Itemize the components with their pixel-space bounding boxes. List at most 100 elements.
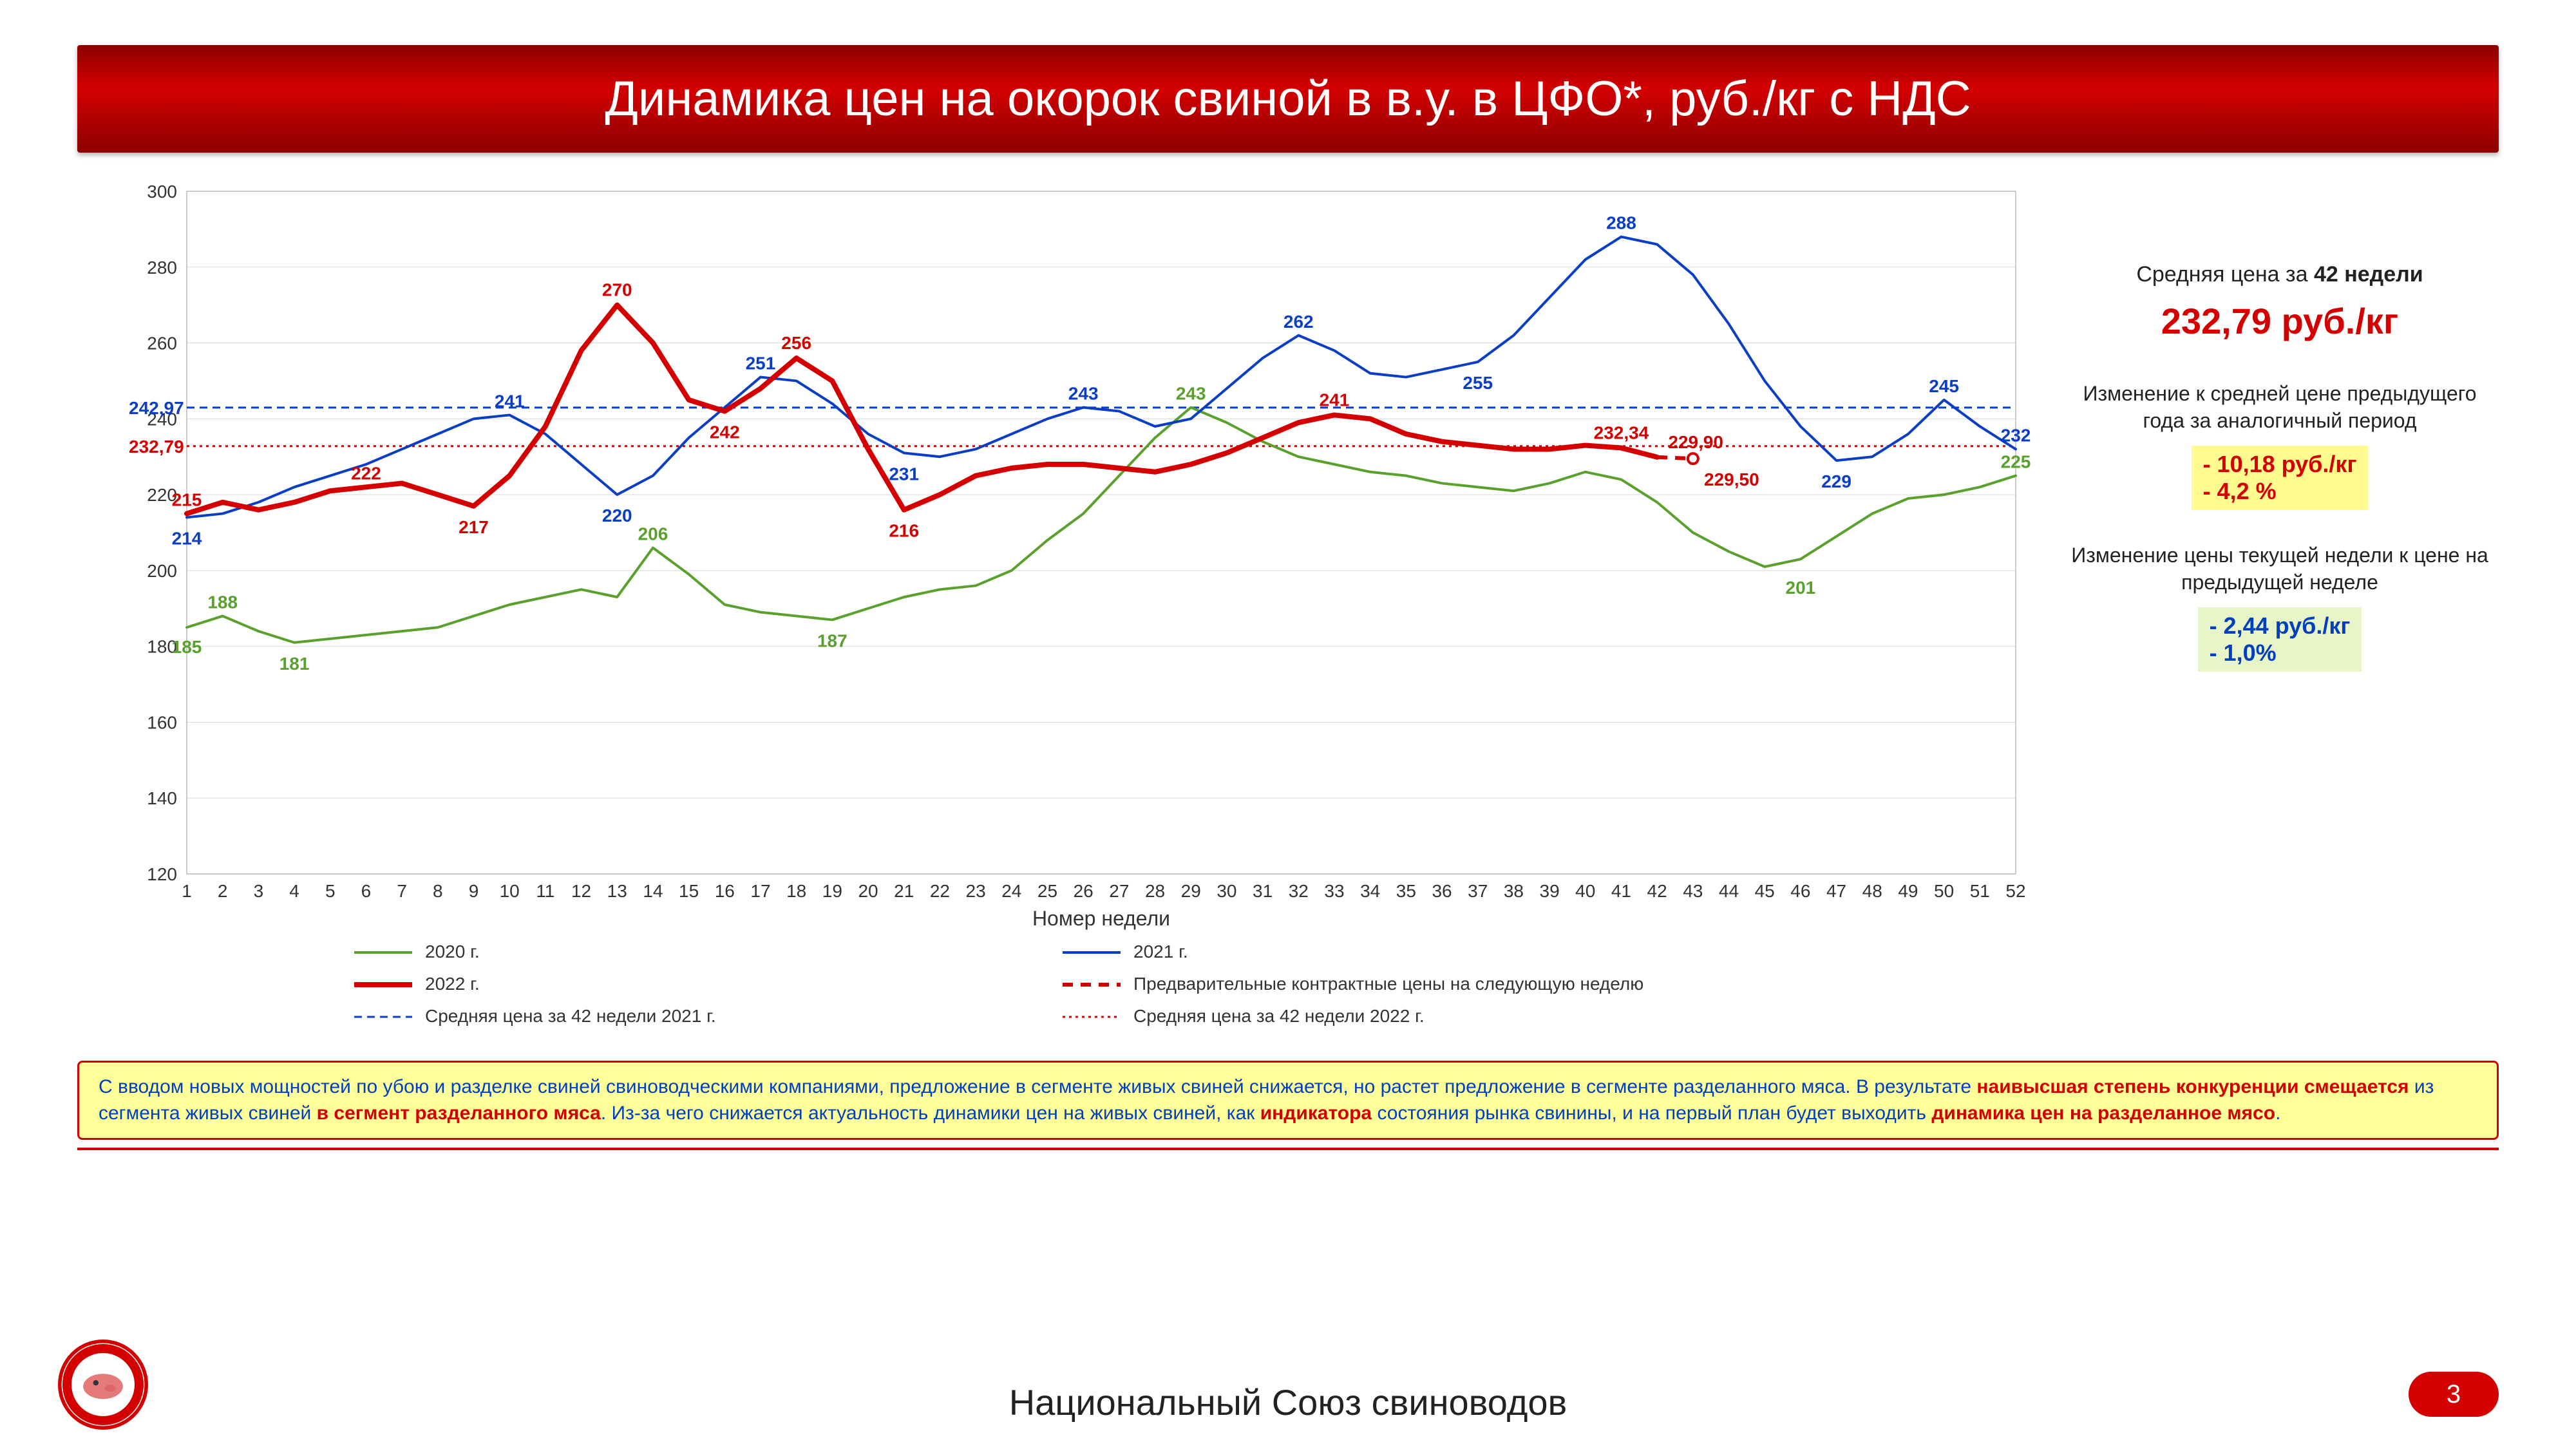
svg-text:18: 18: [786, 881, 806, 901]
svg-text:243: 243: [1068, 384, 1099, 404]
svg-text:40: 40: [1575, 881, 1595, 901]
slide-title: Динамика цен на окорок свиной в в.у. в Ц…: [77, 45, 2499, 153]
svg-text:206: 206: [638, 524, 668, 544]
svg-text:120: 120: [147, 864, 177, 884]
svg-text:10: 10: [500, 881, 520, 901]
svg-text:288: 288: [1606, 213, 1636, 233]
svg-text:26: 26: [1074, 881, 1094, 901]
svg-text:23: 23: [966, 881, 986, 901]
svg-text:34: 34: [1360, 881, 1380, 901]
svg-text:187: 187: [817, 630, 848, 650]
svg-text:300: 300: [147, 182, 177, 202]
avg-label-prefix: Средняя цена за: [2136, 262, 2314, 287]
note-seg: С вводом новых мощностей по убою и разде…: [99, 1076, 1976, 1097]
change-prev-year-v1: - 10,18 руб./кг: [2203, 451, 2357, 478]
page-number-badge: 3: [2409, 1372, 2499, 1417]
svg-text:20: 20: [858, 881, 878, 901]
svg-text:43: 43: [1683, 881, 1703, 901]
svg-text:19: 19: [822, 881, 842, 901]
note-box: С вводом новых мощностей по убою и разде…: [77, 1061, 2499, 1140]
svg-text:251: 251: [746, 354, 776, 374]
svg-text:21: 21: [894, 881, 914, 901]
change-prev-year-box: - 10,18 руб./кг - 4,2 %: [2192, 446, 2369, 510]
svg-text:48: 48: [1862, 881, 1882, 901]
svg-text:25: 25: [1037, 881, 1057, 901]
change-prev-year-v2: - 4,2 %: [2203, 478, 2357, 505]
avg-price-value: 232,79 руб./кг: [2061, 300, 2499, 342]
svg-text:201: 201: [1786, 578, 1816, 598]
svg-text:229: 229: [1821, 471, 1852, 491]
svg-text:35: 35: [1396, 881, 1416, 901]
svg-text:255: 255: [1463, 373, 1493, 393]
svg-text:Номер недели: Номер недели: [1032, 907, 1170, 930]
svg-text:185: 185: [172, 637, 202, 657]
svg-text:22: 22: [930, 881, 950, 901]
svg-text:28: 28: [1145, 881, 1165, 901]
svg-text:2: 2: [218, 881, 228, 901]
svg-text:24: 24: [1001, 881, 1021, 901]
footer-text: Национальный Союз свиноводов: [0, 1381, 2576, 1423]
note-seg: наивысшая степень конкуренции смещается: [1976, 1076, 2409, 1097]
side-panel: Средняя цена за 42 недели 232,79 руб./кг…: [2061, 172, 2499, 1041]
svg-text:215: 215: [172, 490, 202, 510]
svg-text:222: 222: [351, 463, 381, 483]
svg-text:46: 46: [1790, 881, 1810, 901]
svg-text:41: 41: [1611, 881, 1631, 901]
org-logo: [58, 1340, 148, 1430]
svg-text:36: 36: [1432, 881, 1452, 901]
svg-text:38: 38: [1504, 881, 1524, 901]
change-week-label: Изменение цены текущей недели к цене на …: [2061, 542, 2499, 596]
footer-divider: [77, 1148, 2499, 1150]
svg-text:232: 232: [2001, 425, 2031, 445]
svg-text:229,90: 229,90: [1668, 432, 1723, 452]
svg-text:225: 225: [2001, 452, 2031, 472]
svg-text:260: 260: [147, 334, 177, 354]
svg-text:11: 11: [536, 881, 554, 901]
svg-text:51: 51: [1970, 881, 1990, 901]
svg-text:14: 14: [643, 881, 663, 901]
note-seg: . Из-за чего снижается актуальность дина…: [601, 1103, 1260, 1124]
svg-text:229,50: 229,50: [1704, 469, 1759, 489]
svg-text:200: 200: [147, 561, 177, 581]
svg-text:2021 г.: 2021 г.: [1133, 942, 1188, 961]
svg-text:27: 27: [1109, 881, 1129, 901]
change-prev-year-label: Изменение к средней цене предыдущего год…: [2061, 381, 2499, 434]
note-seg: динамика цен на разделанное мясо: [1931, 1103, 2275, 1124]
svg-text:49: 49: [1898, 881, 1918, 901]
change-week-v1: - 2,44 руб./кг: [2210, 612, 2351, 639]
svg-text:188: 188: [207, 592, 238, 612]
svg-text:241: 241: [495, 391, 525, 411]
avg-label-bold: 42 недели: [2314, 262, 2423, 287]
svg-text:Предварительные контрактные це: Предварительные контрактные цены на след…: [1133, 974, 1643, 994]
avg-period-label: Средняя цена за 42 недели: [2061, 262, 2499, 287]
svg-text:232,34: 232,34: [1594, 422, 1649, 442]
svg-text:45: 45: [1755, 881, 1775, 901]
svg-text:37: 37: [1468, 881, 1488, 901]
svg-text:17: 17: [750, 881, 770, 901]
svg-text:181: 181: [279, 654, 310, 674]
svg-text:50: 50: [1934, 881, 1954, 901]
svg-text:31: 31: [1253, 881, 1273, 901]
svg-text:231: 231: [889, 464, 919, 484]
note-seg: индикатора: [1260, 1103, 1372, 1124]
svg-text:262: 262: [1283, 312, 1314, 332]
svg-text:243: 243: [1176, 384, 1206, 404]
note-seg: .: [2275, 1103, 2280, 1124]
svg-text:Средняя цена за 42 недели 2021: Средняя цена за 42 недели 2021 г.: [425, 1006, 716, 1026]
svg-text:42: 42: [1647, 881, 1667, 901]
svg-text:232,79: 232,79: [129, 437, 184, 457]
svg-text:1: 1: [182, 881, 192, 901]
svg-text:7: 7: [397, 881, 407, 901]
svg-text:140: 140: [147, 788, 177, 808]
svg-text:8: 8: [433, 881, 443, 901]
svg-text:242,97: 242,97: [129, 398, 184, 418]
svg-text:39: 39: [1540, 881, 1560, 901]
svg-text:270: 270: [602, 280, 632, 300]
svg-text:220: 220: [602, 506, 632, 526]
svg-text:2022 г.: 2022 г.: [425, 974, 480, 994]
chart-svg: 1201401601802002202402602803001234567891…: [77, 172, 2041, 1041]
svg-text:160: 160: [147, 712, 177, 732]
svg-text:47: 47: [1826, 881, 1846, 901]
svg-text:16: 16: [715, 881, 735, 901]
note-seg: состояния рынка свинины, и на первый пла…: [1372, 1103, 1931, 1124]
